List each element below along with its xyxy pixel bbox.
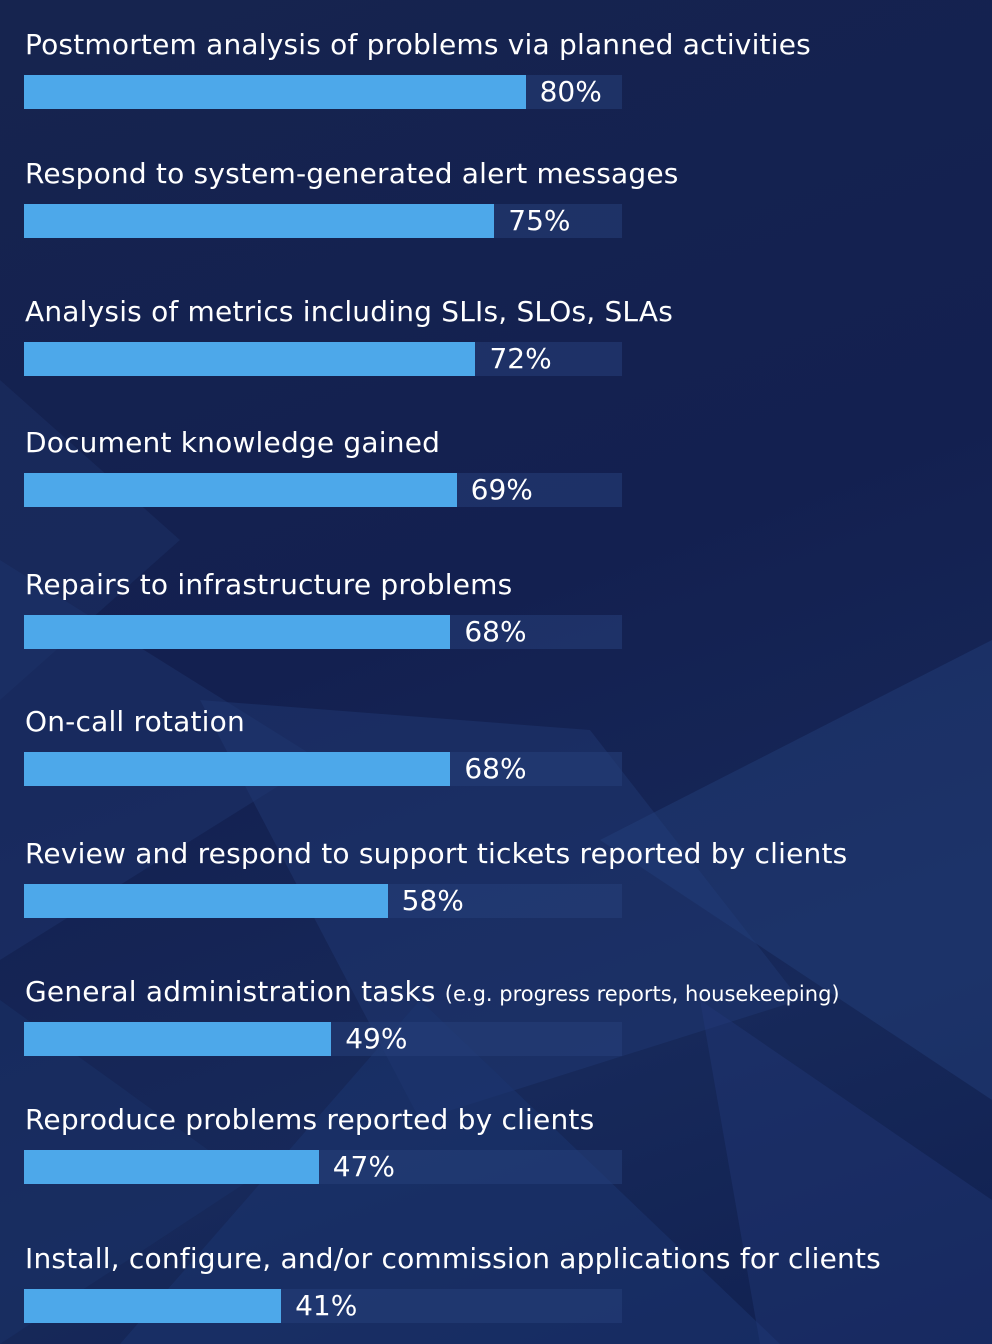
bar-label-text: Document knowledge gained [25, 426, 441, 459]
bar-fill [24, 1289, 282, 1323]
bar-track: 58% [24, 884, 622, 918]
bar-value-label: 58% [401, 884, 464, 917]
bar-label-text: Respond to system-generated alert messag… [25, 157, 679, 190]
bar-fill [24, 473, 457, 507]
bar-label-text: General administration tasks [25, 975, 436, 1008]
bar-value-label: 47% [332, 1150, 395, 1183]
bar-track: 69% [24, 473, 622, 507]
bar-label-text: Install, configure, and/or commission ap… [25, 1242, 881, 1275]
bar-label: Install, configure, and/or commission ap… [25, 1242, 881, 1276]
bar-value-label: 69% [470, 473, 533, 506]
bar-label-text: Reproduce problems reported by clients [25, 1103, 595, 1136]
bar-label: Review and respond to support tickets re… [25, 837, 847, 871]
bar-label: Postmortem analysis of problems via plan… [25, 28, 811, 62]
bar-fill [24, 615, 451, 649]
bar-track: 75% [24, 204, 622, 238]
bar-sublabel: (e.g. progress reports, housekeeping) [444, 982, 840, 1006]
bar-label: Analysis of metrics including SLIs, SLOs… [25, 295, 673, 329]
bar-label-text: On-call rotation [25, 705, 245, 738]
bar-value-label: 75% [508, 204, 571, 237]
bar-track: 80% [24, 75, 622, 109]
bar-value-label: 72% [489, 342, 552, 375]
bar-value-label: 68% [464, 615, 527, 648]
bar-label: Document knowledge gained [25, 426, 440, 460]
bar-fill [24, 204, 495, 238]
bar-label: Respond to system-generated alert messag… [25, 157, 679, 191]
bar-track: 68% [24, 615, 622, 649]
bar-track: 49% [24, 1022, 622, 1056]
bar-fill [24, 1150, 319, 1184]
bar-fill [24, 1022, 332, 1056]
bar-track: 72% [24, 342, 622, 376]
bar-label-text: Postmortem analysis of problems via plan… [25, 28, 811, 61]
bar-fill [24, 884, 388, 918]
bar-label-text: Review and respond to support tickets re… [25, 837, 848, 870]
bar-fill [24, 75, 526, 109]
bar-label-text: Analysis of metrics including SLIs, SLOs… [25, 295, 674, 328]
bar-fill [24, 752, 451, 786]
bar-track: 47% [24, 1150, 622, 1184]
bar-value-label: 80% [539, 75, 602, 108]
bar-label-text: Repairs to infrastructure problems [25, 568, 513, 601]
bar-value-label: 41% [295, 1289, 358, 1322]
bar-label: Reproduce problems reported by clients [25, 1103, 594, 1137]
bar-label: Repairs to infrastructure problems [25, 568, 512, 602]
bar-value-label: 68% [464, 752, 527, 785]
bar-fill [24, 342, 476, 376]
bar-track: 68% [24, 752, 622, 786]
bar-label: General administration tasks (e.g. progr… [25, 975, 840, 1011]
bar-label: On-call rotation [25, 705, 245, 739]
bar-value-label: 49% [345, 1022, 408, 1055]
bar-track: 41% [24, 1289, 622, 1323]
